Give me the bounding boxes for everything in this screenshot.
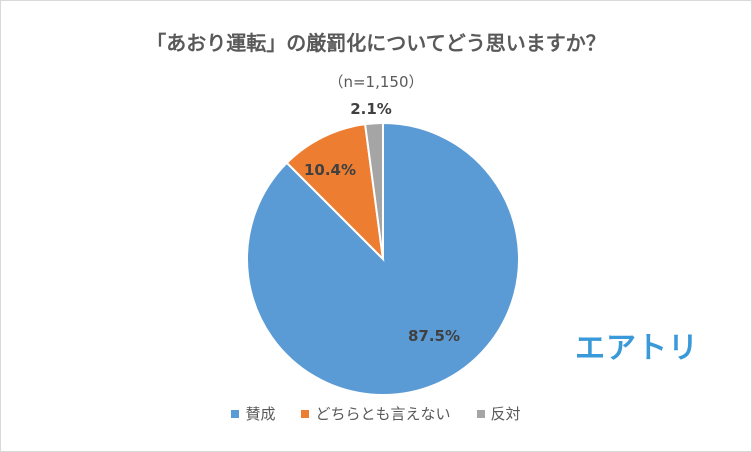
legend-label: 賛成 [245, 405, 276, 423]
chart-title: 「あおり運転」の厳罰化についてどう思いますか？ [146, 31, 606, 55]
legend-item-agree: 賛成 [231, 403, 275, 424]
airtrip-logo: エアトリ [575, 331, 699, 366]
legend: 賛成 どちらとも言えない 反対 [1, 403, 751, 424]
data-label-neutral: 10.4% [303, 161, 357, 179]
legend-label: 反対 [490, 405, 521, 423]
legend-label: どちらとも言えない [315, 405, 451, 423]
slice-neutral [285, 123, 385, 262]
data-label-disagree: 2.1% [350, 100, 392, 118]
slice-disagree [363, 121, 384, 260]
data-label-agree: 87.5% [407, 327, 461, 345]
legend-swatch [231, 409, 240, 418]
legend-swatch [301, 409, 310, 418]
legend-item-neutral: どちらとも言えない [301, 403, 451, 424]
chart-subtitle: （n=1,150） [328, 73, 424, 91]
legend-item-disagree: 反対 [476, 403, 521, 424]
legend-swatch [476, 409, 485, 418]
